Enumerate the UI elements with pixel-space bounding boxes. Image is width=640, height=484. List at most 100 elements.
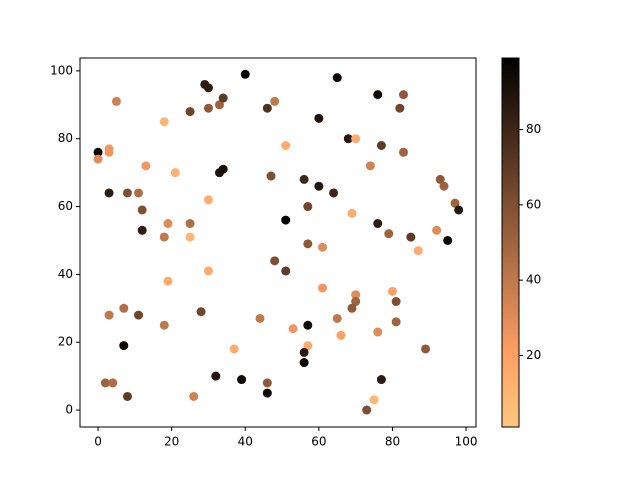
x-tick-label: 80 (385, 435, 400, 449)
point (398, 90, 408, 100)
point (189, 391, 199, 401)
point (281, 141, 291, 151)
point (203, 103, 213, 113)
x-tick-label: 100 (455, 435, 478, 449)
point (281, 266, 291, 276)
point (237, 375, 247, 385)
point (159, 117, 169, 127)
plot-frame (79, 57, 477, 428)
point (343, 134, 353, 144)
point (262, 103, 272, 113)
point (229, 344, 239, 354)
point (203, 83, 213, 93)
point (351, 134, 361, 144)
y-tick-label: 60 (58, 199, 73, 213)
point (163, 219, 173, 229)
point (218, 93, 228, 103)
point (122, 188, 132, 198)
y-tick-label: 0 (65, 403, 73, 417)
point (351, 290, 361, 300)
point (281, 215, 291, 225)
point (108, 378, 118, 388)
point (387, 286, 397, 296)
point (185, 232, 195, 242)
point (270, 96, 280, 106)
point (369, 395, 379, 405)
point (163, 276, 173, 286)
point (159, 232, 169, 242)
point (218, 164, 228, 174)
point (435, 174, 445, 184)
point (391, 297, 401, 307)
point (384, 229, 394, 239)
point (303, 202, 313, 212)
point (351, 297, 361, 307)
point (104, 310, 114, 320)
colorbar-tick-label: 40 (526, 273, 541, 287)
point (255, 313, 265, 323)
point (432, 225, 442, 235)
point (93, 154, 103, 164)
point (347, 303, 357, 313)
colorbar-tick-label: 20 (526, 348, 541, 362)
point (332, 73, 342, 83)
point (170, 168, 180, 178)
point (362, 405, 372, 415)
point (119, 303, 129, 313)
y-tick-label: 100 (50, 63, 73, 77)
point (439, 181, 449, 191)
colorbar-tick-label: 60 (526, 197, 541, 211)
point (365, 161, 375, 171)
point (262, 388, 272, 398)
point (266, 171, 276, 181)
point (314, 113, 324, 123)
point (450, 198, 460, 208)
point (303, 320, 313, 330)
y-tick-label: 20 (58, 335, 73, 349)
point (134, 310, 144, 320)
point (203, 195, 213, 205)
point (318, 242, 328, 252)
point (299, 174, 309, 184)
point (373, 90, 383, 100)
point (262, 378, 272, 388)
point (240, 69, 250, 79)
point (299, 347, 309, 357)
point (373, 219, 383, 229)
point (421, 344, 431, 354)
point (391, 317, 401, 327)
point (185, 107, 195, 117)
point (373, 327, 383, 337)
point (376, 375, 386, 385)
point (336, 330, 346, 340)
x-tick-label: 0 (94, 435, 102, 449)
x-tick-label: 60 (311, 435, 326, 449)
colorbar-tick-label: 80 (526, 122, 541, 136)
point (299, 358, 309, 368)
point (270, 256, 280, 266)
point (185, 219, 195, 229)
point (137, 205, 147, 215)
point (137, 225, 147, 235)
point (376, 141, 386, 151)
point (134, 188, 144, 198)
point (303, 239, 313, 249)
point (159, 320, 169, 330)
point (211, 371, 221, 381)
point (395, 103, 405, 113)
y-tick-label: 80 (58, 131, 73, 145)
point (214, 100, 224, 110)
point (454, 205, 464, 215)
point (406, 232, 416, 242)
point (314, 181, 324, 191)
x-tick-label: 20 (164, 435, 179, 449)
point (288, 324, 298, 334)
point (100, 378, 110, 388)
point (332, 313, 342, 323)
point (104, 147, 114, 157)
point (104, 188, 114, 198)
colorbar (501, 57, 520, 428)
point (141, 161, 151, 171)
point (303, 341, 313, 351)
